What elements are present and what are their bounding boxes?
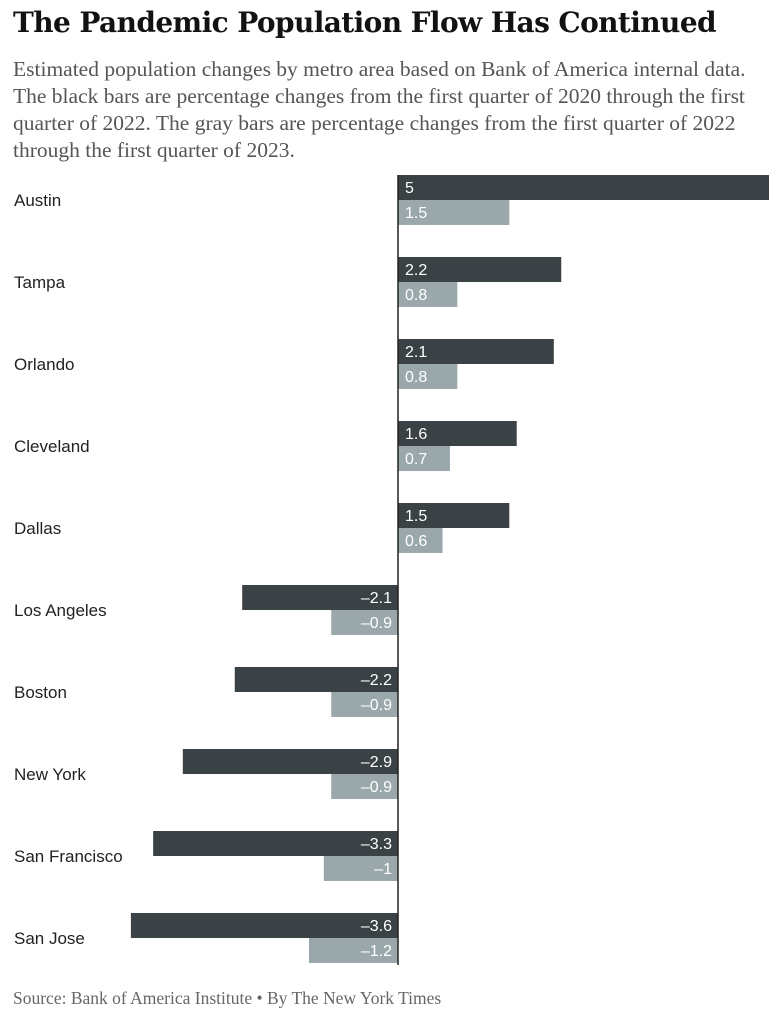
category-label: Boston: [14, 683, 67, 702]
source-note: Source: Bank of America Institute • By T…: [13, 988, 442, 1008]
bar-2020-2022: [398, 175, 769, 200]
value-label: 1.5: [405, 205, 427, 222]
bar-2020-2022: [242, 585, 398, 610]
bar-2022-2023: [331, 610, 398, 635]
bar-2020-2022: [398, 257, 562, 282]
bar-2020-2022: [130, 913, 398, 938]
value-label: –2.2: [361, 672, 392, 689]
bar-2022-2023: [308, 938, 398, 963]
bar-2022-2023: [398, 364, 458, 389]
value-label: –1: [374, 861, 392, 878]
category-label: Cleveland: [14, 437, 90, 456]
chart-subtitle: Estimated population changes by metro ar…: [13, 57, 746, 162]
category-label: Los Angeles: [14, 601, 107, 620]
value-label: 1.5: [405, 508, 427, 525]
category-label: Orlando: [14, 355, 74, 374]
bar-2022-2023: [398, 446, 450, 471]
chart-title: The Pandemic Population Flow Has Continu…: [13, 6, 717, 39]
bar-2022-2023: [331, 774, 398, 799]
bar-2020-2022: [398, 503, 510, 528]
bar-2020-2022: [153, 831, 398, 856]
bar-2020-2022: [398, 339, 554, 364]
value-label: 2.2: [405, 262, 427, 279]
category-label: Dallas: [14, 519, 61, 538]
value-label: –0.9: [361, 779, 392, 796]
value-label: 2.1: [405, 344, 427, 361]
value-label: –3.6: [361, 918, 392, 935]
value-label: 5: [405, 180, 414, 197]
bar-2020-2022: [398, 421, 517, 446]
bar-2022-2023: [398, 200, 510, 225]
bar-2020-2022: [234, 667, 398, 692]
value-label: 1.6: [405, 426, 427, 443]
category-label: San Francisco: [14, 847, 123, 866]
value-label: –1.2: [361, 943, 392, 960]
value-label: 0.7: [405, 451, 427, 468]
value-label: 0.8: [405, 287, 427, 304]
category-label: Austin: [14, 191, 61, 210]
value-label: –3.3: [361, 836, 392, 853]
bar-2022-2023: [398, 528, 443, 553]
category-label: New York: [14, 765, 86, 784]
bar-2022-2023: [398, 282, 458, 307]
value-label: –0.9: [361, 615, 392, 632]
value-label: 0.8: [405, 369, 427, 386]
value-label: –0.9: [361, 697, 392, 714]
category-label: Tampa: [14, 273, 66, 292]
category-label: San Jose: [14, 929, 85, 948]
bar-chart: Austin 5 1.5 Tampa 2.2 0.8 Orlando 2.1 0.8 Clevel…: [14, 175, 769, 965]
value-label: 0.6: [405, 533, 427, 550]
bar-2022-2023: [323, 856, 398, 881]
value-label: –2.1: [361, 590, 392, 607]
value-label: –2.9: [361, 754, 392, 771]
bar-2022-2023: [331, 692, 398, 717]
bar-2020-2022: [182, 749, 398, 774]
